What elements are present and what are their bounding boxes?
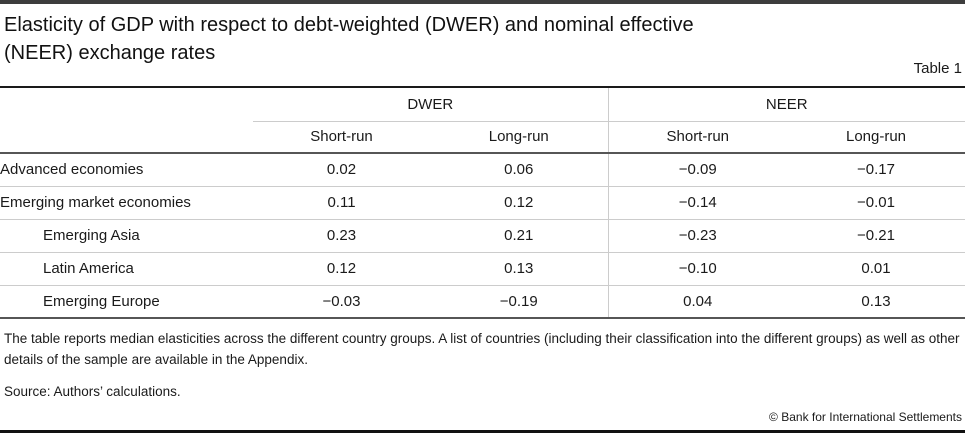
cell-value: 0.12 xyxy=(430,186,609,220)
cell-value: −0.10 xyxy=(607,252,788,286)
neer-group-header: NEER xyxy=(607,88,965,122)
cell-value: −0.21 xyxy=(787,219,965,253)
elasticity-table: DWER NEER Short-run Long-run Short-run L… xyxy=(0,88,965,319)
cell-value: 0.23 xyxy=(253,219,430,253)
neer-short-run-header: Short-run xyxy=(607,121,788,154)
table-number-label: Table 1 xyxy=(913,60,962,77)
row-label: Advanced economies xyxy=(0,153,253,187)
cell-value: −0.17 xyxy=(787,153,965,187)
cell-value: 0.02 xyxy=(253,153,430,187)
table-row-emerging-market-economies: Emerging market economies 0.11 0.12 −0.1… xyxy=(0,186,965,220)
empty-subheader-cell xyxy=(0,121,253,154)
source-note: Source: Authors’ calculations. xyxy=(4,384,181,399)
neer-long-run-header: Long-run xyxy=(787,121,965,154)
cell-value: −0.23 xyxy=(607,219,788,253)
row-label: Latin America xyxy=(0,252,253,286)
row-label: Emerging Asia xyxy=(0,219,253,253)
bottom-divider-rule xyxy=(0,430,965,433)
cell-value: 0.13 xyxy=(430,252,609,286)
table-title-line2: (NEER) exchange rates xyxy=(4,42,216,64)
dwer-long-run-header: Long-run xyxy=(430,121,609,154)
table-row-emerging-europe: Emerging Europe −0.03 −0.19 0.04 0.13 xyxy=(0,285,965,319)
cell-value: 0.11 xyxy=(253,186,430,220)
sub-header-row: Short-run Long-run Short-run Long-run xyxy=(0,121,965,154)
row-label: Emerging Europe xyxy=(0,285,253,319)
cell-value: 0.04 xyxy=(607,285,788,319)
top-divider-rule xyxy=(0,0,965,4)
cell-value: −0.01 xyxy=(787,186,965,220)
cell-value: 0.06 xyxy=(430,153,609,187)
dwer-group-header: DWER xyxy=(253,88,609,122)
cell-value: 0.12 xyxy=(253,252,430,286)
cell-value: −0.14 xyxy=(607,186,788,220)
table-title: Elasticity of GDP with respect to debt-w… xyxy=(4,11,885,67)
table-row-latin-america: Latin America 0.12 0.13 −0.10 0.01 xyxy=(0,252,965,286)
group-header-row: DWER NEER xyxy=(0,88,965,122)
cell-value: −0.03 xyxy=(253,285,430,319)
dwer-short-run-header: Short-run xyxy=(253,121,430,154)
title-divider-rule xyxy=(0,86,965,88)
empty-corner-cell xyxy=(0,88,253,121)
cell-value: −0.19 xyxy=(430,285,609,319)
cell-value: 0.01 xyxy=(787,252,965,286)
table-title-line1: Elasticity of GDP with respect to debt-w… xyxy=(4,14,694,36)
table-footnote: The table reports median elasticities ac… xyxy=(4,331,960,367)
cell-value: −0.09 xyxy=(607,153,788,187)
table-row-emerging-asia: Emerging Asia 0.23 0.21 −0.23 −0.21 xyxy=(0,219,965,253)
table-row-advanced-economies: Advanced economies 0.02 0.06 −0.09 −0.17 xyxy=(0,153,965,187)
row-label: Emerging market economies xyxy=(0,186,253,220)
cell-value: 0.13 xyxy=(787,285,965,319)
copyright-notice: © Bank for International Settlements xyxy=(769,410,962,424)
cell-value: 0.21 xyxy=(430,219,609,253)
